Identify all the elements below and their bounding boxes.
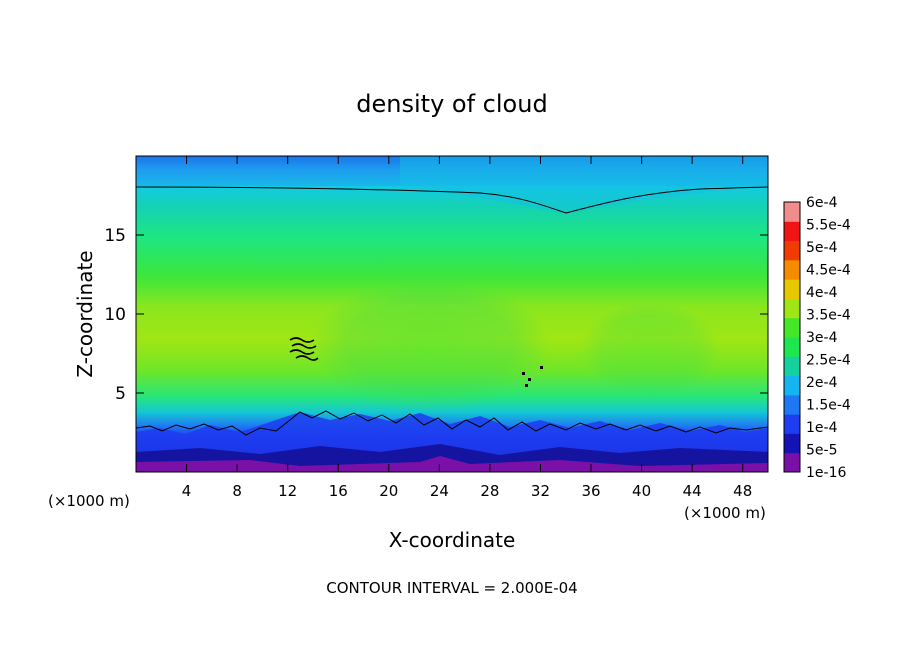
x-tick-label: 32	[531, 482, 550, 500]
colorbar-label: 1e-16	[806, 465, 846, 481]
x-unit-right: (×1000 m)	[684, 504, 766, 522]
colorbar-swatch	[784, 337, 800, 357]
colorbar-swatch	[784, 317, 800, 338]
colorbar-swatch	[784, 394, 800, 415]
colorbar-swatch	[784, 221, 800, 242]
x-tick-label: 40	[632, 482, 651, 500]
x-tick-label: 48	[733, 482, 752, 500]
x-tick-label: 44	[683, 482, 702, 500]
colorbar-label: 1e-4	[806, 420, 838, 436]
x-unit-left: (×1000 m)	[48, 492, 130, 510]
y-tick-label: 10	[104, 305, 126, 325]
colorbar-swatch	[784, 433, 800, 454]
y-axis: 5 10 15	[104, 226, 768, 404]
contour-lower	[136, 410, 768, 436]
x-tick-label: 8	[232, 482, 242, 500]
y-tick-label: 15	[104, 226, 126, 246]
x-tick-label: 16	[329, 482, 348, 500]
x-tick-label: 24	[430, 482, 449, 500]
colorbar-swatch	[784, 375, 800, 396]
colorbar: 1e-16 5e-5 1e-4 1.5e-4 2e-4 2.5e-4 3e-4 3.5e-4 4…	[783, 195, 851, 481]
colorbar-swatch	[784, 279, 800, 299]
plot-area	[136, 156, 768, 472]
colorbar-label: 3e-4	[806, 330, 838, 346]
colorbar-swatch	[784, 414, 800, 434]
right-bubble	[580, 300, 720, 400]
x-tick-label: 28	[480, 482, 499, 500]
contour-cell-left	[289, 337, 319, 361]
colorbar-label: 5e-5	[806, 443, 837, 459]
colorbar-swatch	[784, 298, 800, 319]
convective-bubble	[310, 277, 550, 413]
contour-upper	[136, 186, 768, 214]
colorbar-swatch	[784, 452, 800, 473]
colorbar-swatch	[784, 356, 800, 377]
colorbar-label: 3.5e-4	[806, 308, 851, 324]
colorbar-label: 4e-4	[806, 285, 838, 301]
purple-base	[136, 456, 768, 472]
x-tick-label: 12	[278, 482, 297, 500]
colorbar-label: 2.5e-4	[806, 353, 851, 369]
x-tick-label: 4	[182, 482, 192, 500]
y-axis-label: Z-coordinate	[73, 250, 97, 377]
x-axis: 4 8 12 16 20 24 28 32 36 40 44 48	[182, 156, 752, 500]
x-tick-label: 20	[379, 482, 398, 500]
colorbar-label: 5e-4	[806, 240, 838, 256]
colorbar-label: 5.5e-4	[806, 218, 851, 234]
colorbar-label: 2e-4	[806, 375, 838, 391]
contour-interval-note: CONTOUR INTERVAL = 2.000E-04	[326, 579, 577, 597]
colorbar-frame	[783, 201, 801, 473]
colorbar-swatch	[784, 202, 800, 222]
colorbar-label: 6e-4	[806, 195, 838, 211]
y-tick-label: 5	[115, 384, 126, 404]
chart-title: density of cloud	[356, 90, 547, 118]
contour-cell-right	[522, 366, 543, 387]
colorbar-label: 1.5e-4	[806, 398, 851, 414]
dip-region	[400, 156, 768, 214]
colorbar-label: 4.5e-4	[806, 263, 851, 279]
colorbar-swatch	[784, 259, 800, 280]
colorbar-swatch	[784, 240, 800, 261]
x-axis-label: X-coordinate	[389, 528, 516, 552]
x-tick-label: 36	[581, 482, 600, 500]
